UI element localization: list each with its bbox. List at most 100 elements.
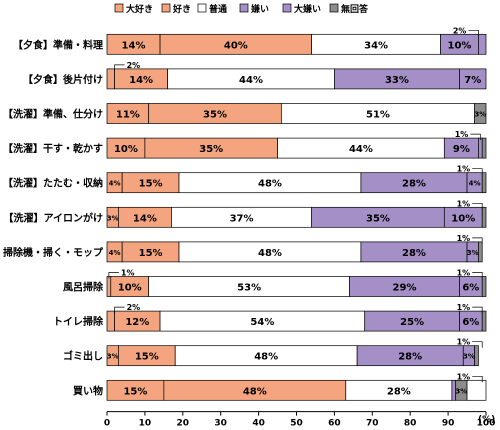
legend-swatch [329, 3, 339, 13]
x-tick-label: 0 [104, 419, 110, 429]
category-label: 【洗濯】準備、仕分け [3, 108, 103, 121]
bar-segment [106, 310, 115, 332]
segment-label: 10% [448, 40, 472, 51]
callout-label: 1% [455, 130, 469, 139]
callout-label: 1% [457, 338, 471, 347]
segment-label: 7% [464, 75, 481, 86]
legend-swatch [282, 3, 292, 13]
callout-line [472, 375, 483, 383]
category-label: 【夕食】準備・料理 [13, 38, 103, 51]
callout-line [114, 64, 125, 71]
bar-segment [481, 310, 487, 332]
category-label: 【洗濯】たたむ・収納 [3, 177, 103, 190]
segment-label: 6% [462, 283, 479, 294]
callout-line [472, 306, 483, 314]
bar-segment [474, 345, 479, 367]
bar-segment [481, 276, 487, 297]
segment-label: 29% [393, 283, 417, 294]
x-axis: 0 10 20 30 40 50 60 70 80 90 100 [104, 411, 496, 429]
x-tick-label: 10 [139, 419, 152, 429]
bar-segment [459, 68, 487, 90]
legend-swatch [239, 3, 249, 13]
segment-label: 15% [135, 352, 159, 363]
x-tick-label: 70 [366, 419, 379, 429]
segment-label: 9% [453, 144, 470, 155]
segment-label: 4% [109, 180, 121, 188]
category-label: 風呂掃除 [63, 281, 104, 294]
legend-label: 大嫌い [294, 3, 321, 15]
legend-label: 無回答 [341, 3, 369, 15]
category-label: トイレ掃除 [53, 315, 104, 328]
bar-segment [478, 241, 483, 263]
callout-line [472, 341, 483, 348]
segment-label: 28% [387, 386, 411, 397]
segment-label: 3% [463, 353, 475, 361]
segment-label: 48% [243, 386, 267, 397]
segment-label: 28% [402, 179, 426, 190]
callout-label: 1% [457, 199, 471, 208]
legend-swatch [161, 3, 171, 13]
callout-line [470, 133, 481, 141]
x-tick-label: 20 [177, 419, 190, 429]
segment-label: 3% [467, 249, 479, 257]
legend-label: 嫌い [250, 3, 269, 15]
bar-segment [478, 137, 483, 159]
segment-label: 25% [400, 317, 424, 328]
segment-label: 3% [107, 353, 119, 361]
segment-label: 4% [109, 249, 121, 257]
segment-label: 14% [129, 75, 153, 86]
x-tick-label: 60 [328, 419, 341, 429]
callout-line [472, 202, 483, 210]
category-label: ゴミ出し [63, 350, 103, 363]
segment-label: 34% [364, 40, 388, 51]
x-axis-unit: (%) [478, 415, 495, 425]
legend-swatch [114, 3, 124, 13]
x-tick-label: 30 [214, 419, 227, 429]
legend-swatch [197, 3, 207, 13]
segment-label: 6% [462, 317, 479, 328]
category-label: 【洗濯】アイロンがけ [4, 211, 104, 224]
segment-label: 54% [250, 317, 274, 328]
callout-label: 1% [457, 303, 471, 312]
x-tick-label: 80 [404, 419, 417, 429]
segment-label: 51% [366, 110, 390, 121]
category-label: 【夕食】後片付け [23, 73, 103, 86]
segment-label: 3% [107, 214, 119, 222]
segment-label: 33% [385, 75, 409, 86]
callout-line [108, 272, 119, 279]
segment-label: 28% [398, 352, 422, 363]
bar-segment [481, 206, 487, 228]
segment-label: 14% [133, 213, 157, 224]
callout-label: 1% [457, 372, 471, 381]
segment-label: 15% [139, 248, 163, 259]
segment-label: 48% [254, 352, 278, 363]
segment-label: 4% [469, 180, 481, 188]
bar-segment [478, 33, 487, 55]
bar-segment [481, 137, 487, 159]
bar-segment [106, 276, 112, 297]
category-label: 掃除機・掃く・モップ [3, 246, 104, 259]
segment-label: 3% [474, 111, 486, 119]
segment-label: 3% [455, 387, 467, 395]
category-label: 買い物 [73, 384, 103, 397]
bar-segment [481, 172, 487, 194]
x-tick-label: 90 [442, 419, 455, 429]
segment-label: 48% [258, 179, 282, 190]
callout-line [472, 237, 483, 244]
callout-line [472, 168, 483, 175]
x-tick-label: 100 [477, 419, 496, 429]
callout-label: 2% [453, 26, 467, 35]
bars: 【夕食】準備・料理 14% 40% 34% 10% 【夕食】後片付け 14% 44% 33% 7%… [3, 26, 487, 401]
segment-label: 15% [123, 386, 147, 397]
segment-label: 35% [203, 110, 227, 121]
segment-label: 48% [258, 248, 282, 259]
bar-segment [466, 379, 487, 401]
segment-label: 11% [116, 110, 140, 121]
legend: 大好き 好き 普通 嫌い 大嫌い 無回答 [114, 3, 369, 15]
segment-label: 12% [125, 317, 149, 328]
callout-label: 1% [457, 269, 471, 278]
segment-label: 10% [114, 144, 138, 155]
segment-label: 53% [237, 283, 261, 294]
segment-label: 28% [402, 248, 426, 259]
